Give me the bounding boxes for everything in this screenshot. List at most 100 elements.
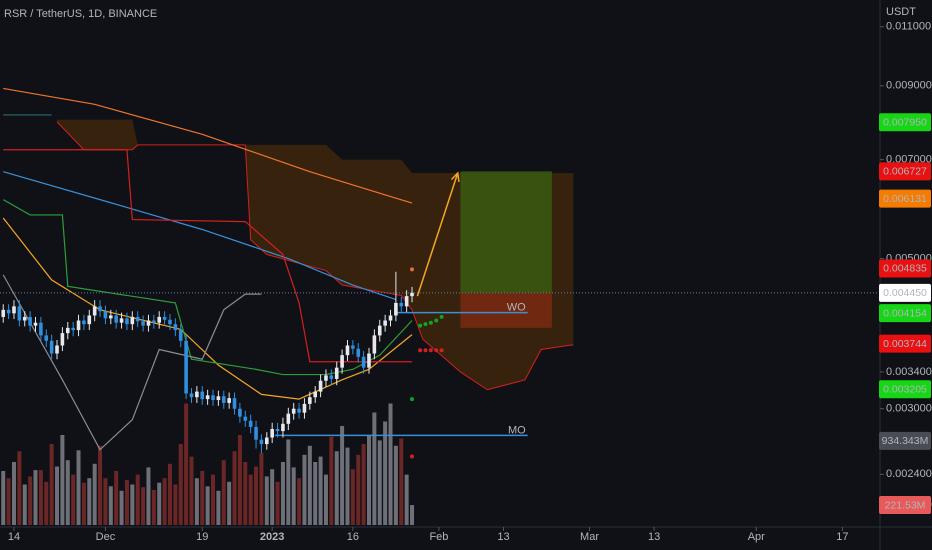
indicator-dot bbox=[423, 322, 428, 327]
candle-body bbox=[243, 416, 248, 421]
volume-bar bbox=[157, 482, 162, 525]
price-badge bbox=[879, 304, 931, 323]
candle-body bbox=[356, 348, 361, 357]
candle-body bbox=[291, 408, 296, 414]
price-badge bbox=[879, 334, 931, 353]
indicator-dot bbox=[439, 348, 444, 353]
candle-body bbox=[286, 413, 291, 424]
y-tick-label: 0.009000 bbox=[886, 80, 932, 92]
candle-body bbox=[152, 320, 156, 323]
indicator-dot bbox=[410, 397, 415, 402]
volume-bar bbox=[44, 481, 49, 525]
candle-body bbox=[221, 396, 226, 403]
x-tick-label: Dec bbox=[96, 531, 116, 543]
volume-bar bbox=[259, 453, 264, 525]
candle-body bbox=[49, 340, 54, 354]
volume-bar bbox=[151, 489, 156, 525]
candle-body bbox=[399, 302, 404, 307]
volume-bar bbox=[103, 478, 108, 525]
price-badge bbox=[879, 496, 931, 515]
volume-bar bbox=[49, 444, 54, 525]
price-badge bbox=[879, 162, 931, 181]
candle-body bbox=[281, 423, 285, 432]
candle-body bbox=[394, 302, 398, 316]
volume-bar bbox=[388, 403, 393, 525]
volume-bar bbox=[372, 412, 377, 525]
x-tick-label: Feb bbox=[429, 531, 448, 543]
volume-bar bbox=[189, 456, 194, 525]
candle-body bbox=[340, 355, 344, 368]
volume-bar bbox=[124, 480, 129, 525]
candle-body bbox=[17, 306, 22, 321]
candle-body bbox=[334, 367, 339, 379]
candle-body bbox=[254, 426, 258, 440]
candle-body bbox=[82, 320, 86, 325]
candle-body bbox=[87, 315, 92, 325]
volume-bar bbox=[211, 474, 216, 525]
volume-bar bbox=[87, 478, 92, 525]
y-axis-label: USDT bbox=[886, 6, 916, 18]
price-badge bbox=[879, 189, 931, 208]
volume-bar bbox=[173, 484, 178, 525]
volume-bar bbox=[329, 436, 334, 525]
volume-bar bbox=[254, 466, 259, 525]
candle-body bbox=[65, 327, 70, 334]
volume-bar bbox=[178, 444, 183, 525]
candle-body bbox=[377, 325, 382, 336]
volume-bar bbox=[286, 439, 291, 525]
candle-body bbox=[275, 429, 280, 432]
volume-bar bbox=[167, 463, 172, 525]
volume-bar bbox=[22, 484, 27, 525]
arrow-line bbox=[416, 172, 459, 297]
volume-bar bbox=[383, 421, 388, 525]
volume-bar bbox=[393, 445, 398, 525]
candle-body bbox=[270, 429, 274, 438]
candle-body bbox=[248, 420, 253, 427]
price-badge-label: 0.004154 bbox=[883, 307, 927, 319]
x-tick-label: 17 bbox=[836, 531, 848, 543]
price-badge-label: 0.006131 bbox=[883, 193, 927, 205]
volume-bar bbox=[216, 490, 221, 525]
volume-bar bbox=[323, 474, 328, 525]
volume-bar bbox=[318, 456, 323, 525]
candle-body bbox=[130, 316, 135, 325]
candle-body bbox=[168, 319, 172, 325]
volume-bar bbox=[334, 451, 339, 525]
candle-body bbox=[383, 320, 387, 326]
volume-bar bbox=[248, 474, 253, 525]
volume-bar bbox=[270, 469, 275, 525]
loss-zone bbox=[460, 292, 552, 328]
candle-body bbox=[302, 403, 307, 413]
volume-bar bbox=[130, 484, 135, 525]
candle-body bbox=[324, 375, 328, 381]
candle-body bbox=[351, 345, 355, 349]
indicator-line bbox=[2, 274, 262, 451]
indicator-line bbox=[2, 217, 413, 400]
volume-bar bbox=[227, 481, 232, 525]
price-badge-label: 0.004450 bbox=[883, 287, 927, 299]
candle-body bbox=[308, 397, 312, 404]
candle-body bbox=[12, 306, 16, 314]
volume-bar bbox=[404, 474, 409, 525]
volume-bar bbox=[38, 470, 43, 525]
chart-title: RSR / TetherUS, 1D, BINANCE bbox=[4, 8, 157, 20]
volume-bar bbox=[1, 471, 6, 525]
volume-bar bbox=[280, 462, 285, 525]
volume-bar bbox=[55, 466, 60, 525]
volume-bar bbox=[399, 438, 404, 525]
candle-body bbox=[313, 391, 318, 398]
volume-bar bbox=[60, 435, 65, 525]
price-badge bbox=[879, 431, 931, 450]
candle-body bbox=[388, 315, 393, 321]
indicator-dot bbox=[418, 323, 423, 328]
candle-body bbox=[232, 398, 237, 409]
candle-body bbox=[189, 393, 194, 398]
volume-bar bbox=[345, 447, 350, 525]
candle-body bbox=[264, 437, 269, 445]
candle-body bbox=[114, 315, 118, 323]
candle-body bbox=[103, 311, 108, 319]
indicator-dot bbox=[418, 348, 423, 353]
volume-bar bbox=[302, 454, 307, 525]
candle-body bbox=[1, 309, 6, 317]
volume-bar bbox=[162, 478, 167, 525]
